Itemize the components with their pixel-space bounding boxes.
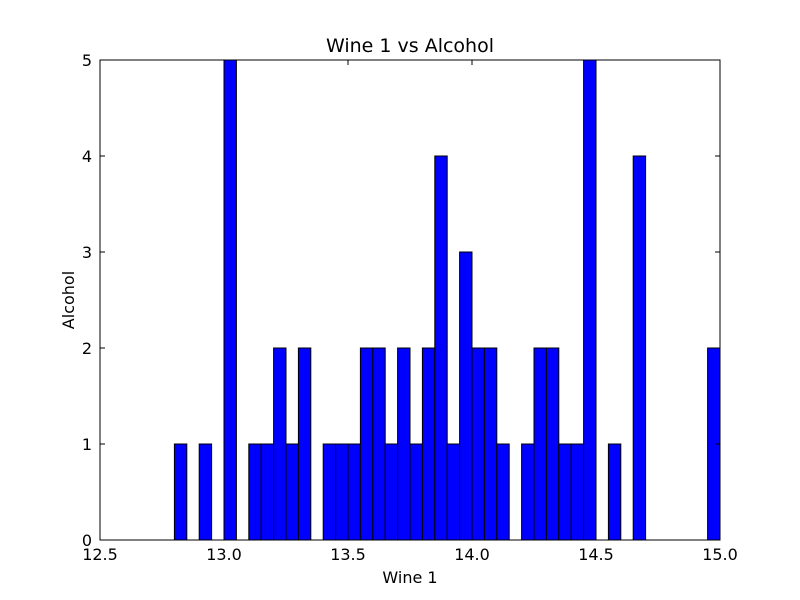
- bar-21: [483, 347, 498, 541]
- bar-9: [335, 443, 349, 541]
- bar-2: [223, 59, 237, 541]
- bar-5: [273, 347, 287, 541]
- bar-25: [545, 347, 560, 541]
- x-tick-label-3: 14.0: [454, 545, 490, 564]
- bar-18: [446, 443, 461, 541]
- bar-23: [521, 443, 535, 541]
- y-tick-label-4: 4: [82, 147, 92, 166]
- bar-1: [198, 443, 213, 541]
- bar-7: [297, 347, 312, 541]
- ticks-layer: 12.5 13.0 13.5 14.0 14.5 15.0 0 1 2 3 4 5: [82, 51, 738, 564]
- bar-13: [384, 443, 399, 541]
- y-axis-title: Alcohol: [59, 271, 78, 329]
- bar-0: [173, 443, 188, 541]
- y-tick-label-2: 2: [82, 339, 92, 358]
- bar-4: [260, 443, 275, 541]
- chart-title: Wine 1 vs Alcohol: [326, 35, 494, 57]
- bar-3: [248, 443, 262, 541]
- bar-27: [570, 443, 585, 541]
- bar-10: [347, 443, 361, 541]
- bar-20: [471, 347, 485, 541]
- bar-29: [607, 443, 622, 541]
- bar-26: [558, 443, 572, 541]
- y-tick-label-0: 0: [82, 531, 92, 550]
- x-tick-label-1: 13.0: [206, 545, 242, 564]
- x-tick-label-5: 15.0: [702, 545, 738, 564]
- bar-28: [583, 59, 597, 541]
- y-tick-label-5: 5: [82, 51, 92, 70]
- x-tick-label-2: 13.5: [330, 545, 366, 564]
- bar-8: [322, 443, 337, 541]
- bar-19: [459, 251, 473, 541]
- bar-17: [434, 155, 448, 541]
- y-tick-label-1: 1: [82, 435, 92, 454]
- bar-15: [409, 443, 423, 541]
- bar-14: [397, 347, 411, 541]
- y-tick-label-3: 3: [82, 243, 92, 262]
- x-tick-label-0: 12.5: [82, 545, 118, 564]
- bar-24: [533, 347, 547, 541]
- bar-12: [372, 347, 386, 541]
- bar-16: [421, 347, 436, 541]
- plot-frame: [99, 59, 721, 541]
- bars-layer: [173, 59, 721, 541]
- x-tick-label-4: 14.5: [578, 545, 614, 564]
- bar-30: [632, 155, 647, 541]
- x-axis-title: Wine 1: [382, 568, 437, 587]
- bar-11: [359, 347, 374, 541]
- bar-22: [496, 443, 510, 541]
- bar-6: [285, 443, 299, 541]
